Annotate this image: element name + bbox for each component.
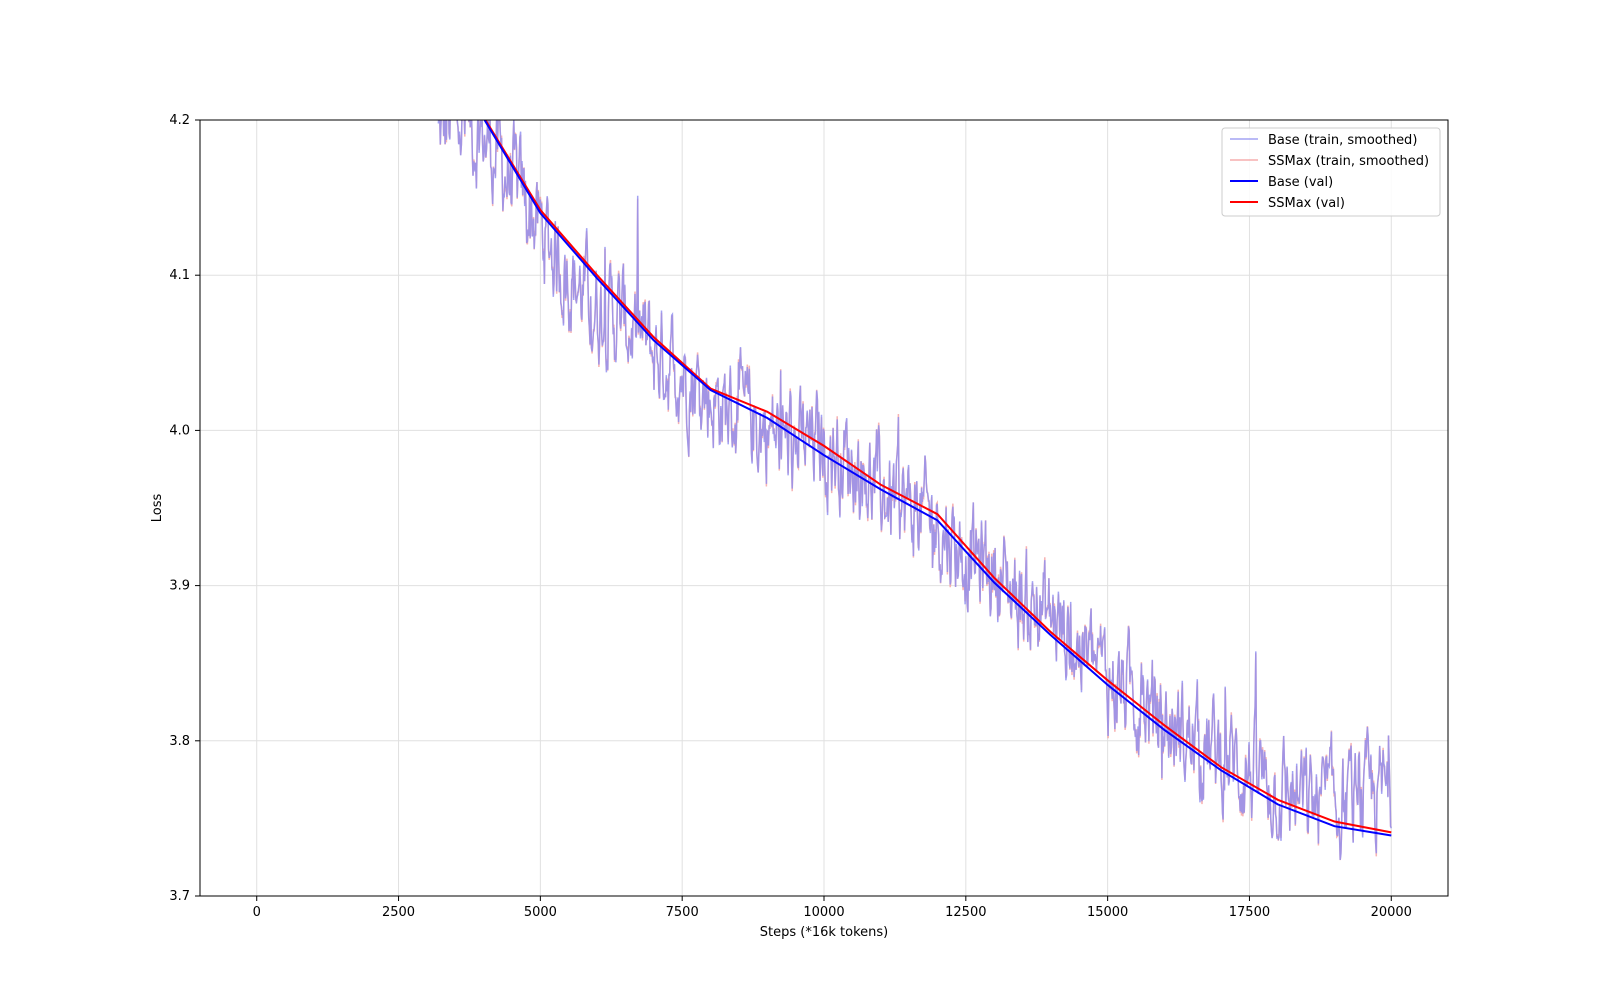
legend: Base (train, smoothed) SSMax (train, smoo…: [1221, 127, 1441, 217]
y-tick-label: 4.2: [169, 113, 190, 128]
x-tick-label: 5000: [524, 905, 557, 920]
x-tick-label: 10000: [803, 905, 844, 920]
x-tick-label: 12500: [945, 905, 986, 920]
axis-ticks: 0 2500 5000 7500 10000 12500 15000 17500 20000 3.…: [169, 113, 1412, 920]
series-line-base-val: [483, 120, 1392, 837]
y-tick-label: 3.8: [169, 734, 190, 749]
x-tick-label: 2500: [382, 905, 415, 920]
x-tick-label: 17500: [1229, 905, 1270, 920]
y-tick-label: 4.0: [169, 423, 190, 438]
x-tick-label: 15000: [1087, 905, 1128, 920]
legend-label: SSMax (val): [1268, 196, 1345, 211]
legend-label: SSMax (train, smoothed): [1268, 154, 1429, 169]
x-axis-label: Steps (*16k tokens): [760, 925, 888, 940]
legend-box: [1221, 127, 1441, 217]
y-tick-label: 3.9: [169, 579, 190, 594]
series-line-base-train-smoothed: [437, 120, 1393, 860]
x-tick-label: 20000: [1371, 905, 1412, 920]
x-tick-label: 7500: [666, 905, 699, 920]
y-tick-label: 4.1: [169, 268, 190, 283]
x-tick-label: 0: [253, 905, 261, 920]
y-axis-label: Loss: [150, 494, 165, 523]
series-layer: [437, 120, 1393, 861]
legend-label: Base (val): [1268, 175, 1333, 190]
series-line-ssmax-val: [484, 120, 1392, 834]
y-tick-label: 3.7: [169, 889, 190, 904]
legend-label: Base (train, smoothed): [1268, 133, 1417, 148]
